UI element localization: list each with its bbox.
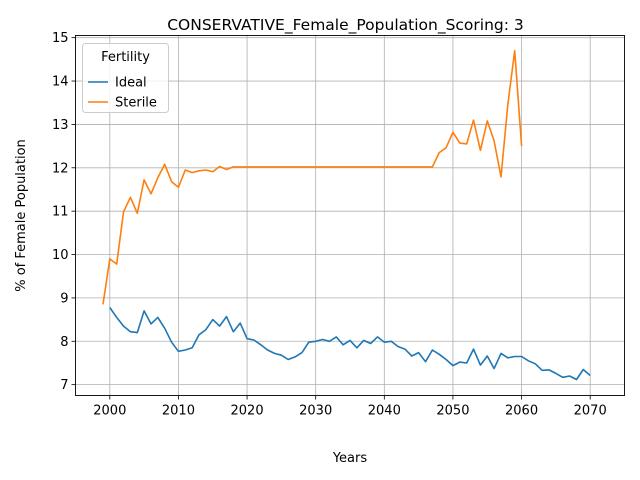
legend-label-ideal: Ideal (115, 76, 147, 91)
x-tick-label: 2060 (505, 404, 538, 419)
series-lines (102, 49, 591, 381)
x-tick-label: 2070 (574, 404, 607, 419)
y-tick-label: 8 (60, 335, 68, 350)
y-tick-label: 7 (60, 378, 68, 393)
plot-area-frame (75, 35, 625, 396)
y-tick-label: 9 (60, 291, 68, 306)
y-tick-label: 13 (52, 118, 69, 133)
y-tick-label: 12 (52, 161, 69, 176)
x-tick-label: 2000 (93, 404, 126, 419)
x-axis-ticks: 2000 2010 2020 2030 2040 2050 2060 2070 (93, 395, 607, 419)
y-tick-label: 11 (52, 205, 69, 220)
legend-box (82, 43, 169, 113)
legend-title: Fertility (101, 50, 150, 65)
legend-label-sterile: Sterile (115, 96, 157, 111)
x-tick-label: 2050 (436, 404, 469, 419)
series-line-sterile (102, 49, 523, 305)
x-tick-label: 2040 (368, 404, 401, 419)
legend: Fertility Ideal Sterile (82, 43, 169, 113)
y-tick-label: 15 (52, 31, 69, 46)
x-tick-label: 2010 (162, 404, 195, 419)
y-tick-label: 10 (52, 248, 69, 263)
legend-entries: Ideal Sterile (88, 76, 157, 111)
y-axis-label: % of Female Population (14, 139, 29, 292)
y-axis-ticks: 7 8 9 10 11 12 13 14 15 (52, 31, 76, 393)
series-line-ideal (109, 307, 591, 381)
chart-title: CONSERVATIVE_Female_Population_Scoring: … (167, 16, 524, 35)
x-tick-label: 2020 (231, 404, 264, 419)
x-tick-label: 2030 (299, 404, 332, 419)
y-tick-label: 14 (52, 75, 69, 90)
x-axis-label: Years (332, 451, 368, 466)
